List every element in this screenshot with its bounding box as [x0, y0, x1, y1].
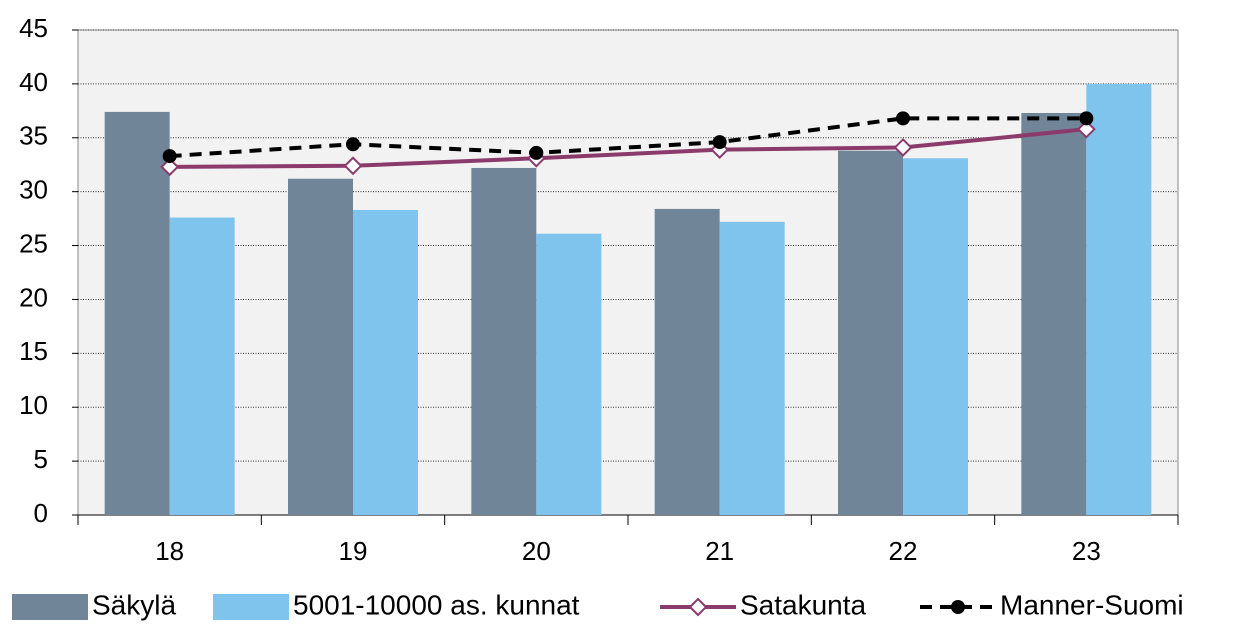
- bar: [471, 167, 537, 515]
- bar: [719, 221, 785, 515]
- y-tick-label: 0: [34, 498, 48, 528]
- x-tick-label: 19: [339, 536, 368, 566]
- line-marker: [162, 149, 177, 164]
- x-tick-label: 22: [889, 536, 918, 566]
- legend-marker: [951, 600, 965, 614]
- plot-area: [77, 29, 1179, 516]
- x-tick-label: 21: [705, 536, 734, 566]
- y-tick-label: 40: [19, 67, 48, 97]
- legend-label: Säkylä: [92, 589, 176, 620]
- bar: [169, 217, 235, 516]
- line: [169, 116, 1087, 159]
- line-marker: [712, 135, 727, 150]
- line-marker: [1076, 119, 1096, 139]
- line-marker: [896, 111, 910, 126]
- x-tick-label: 18: [155, 536, 184, 566]
- y-tick-label: 45: [19, 13, 48, 43]
- y-tick-label: 25: [19, 228, 48, 258]
- bar: [838, 150, 903, 515]
- bar: [903, 158, 968, 515]
- bar: [654, 208, 720, 515]
- legend-label: 5001-10000 as. kunnat: [293, 589, 580, 620]
- legend-marker: [688, 597, 708, 617]
- line-marker: [710, 140, 730, 160]
- x-tick-label: 23: [1072, 536, 1101, 566]
- line: [169, 127, 1087, 169]
- legend-label: Satakunta: [740, 589, 867, 620]
- y-tick-label: 20: [19, 282, 48, 312]
- x-tick-label: 20: [522, 536, 551, 566]
- bar: [1086, 83, 1152, 515]
- y-tick-label: 10: [19, 390, 48, 420]
- legend-swatch: [213, 594, 289, 620]
- bar: [536, 233, 602, 515]
- line-marker: [160, 157, 180, 177]
- bar: [104, 111, 170, 516]
- line-marker: [893, 138, 913, 157]
- bar: [288, 178, 353, 515]
- line-marker: [346, 137, 360, 152]
- y-tick-label: 15: [19, 336, 48, 366]
- bar: [353, 209, 418, 515]
- line-marker: [1079, 111, 1094, 126]
- y-tick-label: 30: [19, 175, 48, 205]
- y-tick-label: 5: [34, 444, 48, 474]
- bar: [1021, 112, 1087, 515]
- y-tick-label: 35: [19, 121, 48, 151]
- line-marker: [343, 156, 363, 176]
- line-marker: [529, 145, 544, 160]
- legend-label: Manner-Suomi: [1000, 589, 1184, 620]
- legend-swatch: [12, 594, 88, 620]
